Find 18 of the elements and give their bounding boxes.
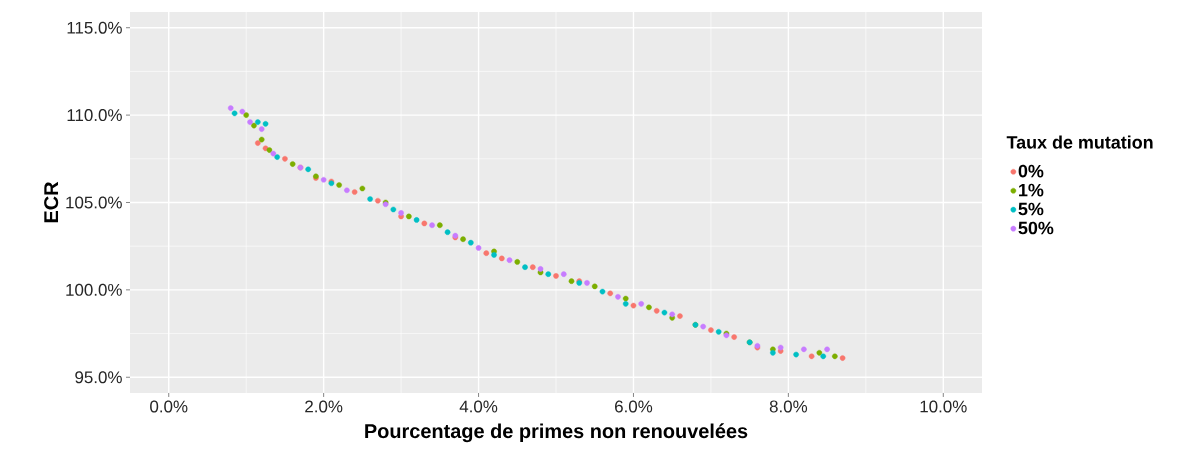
- legend-label: 50%: [1018, 221, 1054, 235]
- x-tick-label: 4.0%: [459, 400, 498, 413]
- y-tick-label: 105.0%: [66, 196, 122, 209]
- y-tick-label: 100.0%: [66, 283, 122, 296]
- y-axis-title: ECR: [44, 181, 59, 223]
- x-tick-label: 0.0%: [150, 400, 188, 413]
- y-tick-label: 110.0%: [67, 109, 122, 122]
- legend-title: Taux de mutation: [1006, 135, 1153, 149]
- y-tick-label: 115.0%: [67, 21, 122, 34]
- legend-label: 1%: [1019, 183, 1044, 197]
- x-tick-label: 10.0%: [920, 400, 967, 413]
- x-tick-label: 2.0%: [305, 400, 343, 413]
- legend-label: 0%: [1018, 164, 1044, 178]
- x-tick-label: 8.0%: [769, 400, 808, 413]
- y-tick-label: 95.0%: [75, 371, 122, 384]
- x-axis-title: Pourcentage de primes non renouvelées: [365, 423, 748, 443]
- x-tick-label: 6.0%: [615, 400, 653, 413]
- legend-label: 5%: [1018, 202, 1044, 216]
